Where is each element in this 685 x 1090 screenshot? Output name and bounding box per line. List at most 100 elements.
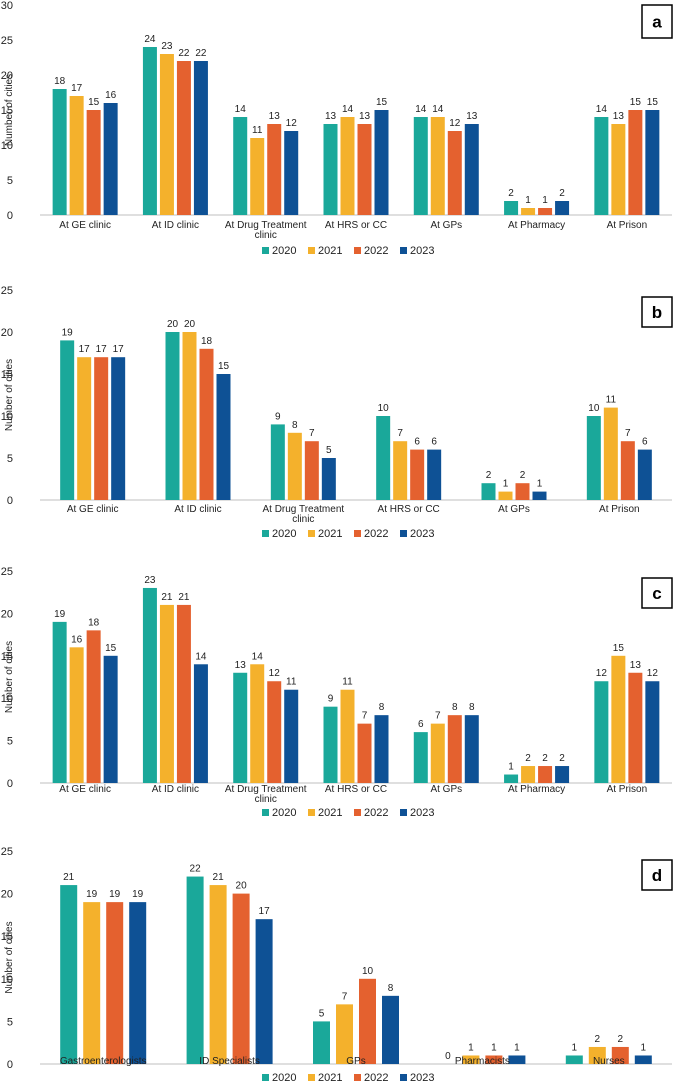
data-label: 16 — [71, 634, 83, 645]
y-tick-label: 10 — [1, 693, 13, 705]
bar-2023 — [645, 110, 660, 215]
bar-2023 — [464, 124, 479, 215]
bar-2022 — [359, 978, 376, 1064]
bar-2023 — [129, 902, 147, 1064]
bar-2022 — [94, 357, 109, 500]
y-axis-title: Number of cities — [4, 641, 15, 713]
data-label: 9 — [328, 694, 334, 705]
data-label: 21 — [63, 872, 75, 883]
bar-2020 — [413, 732, 428, 783]
data-label: 1 — [491, 1042, 497, 1053]
data-label: 13 — [359, 111, 371, 122]
legend-label: 2020 — [272, 245, 296, 257]
y-tick-label: 10 — [1, 140, 13, 152]
data-label: 6 — [414, 437, 420, 448]
data-label: 12 — [286, 118, 298, 129]
y-tick-label: 5 — [7, 175, 13, 187]
bar-2021 — [611, 655, 626, 783]
bar-2020 — [186, 876, 204, 1064]
bar-2021 — [603, 407, 618, 500]
data-label: 1 — [641, 1042, 647, 1053]
category-label: At ID clinic — [174, 504, 221, 515]
data-label: 11 — [286, 677, 297, 688]
data-label: 7 — [309, 428, 315, 439]
bar-2022 — [515, 483, 530, 500]
category-label: At GPs — [498, 504, 530, 515]
data-label: 2 — [486, 470, 492, 481]
data-label: 15 — [88, 97, 100, 108]
bar-2023 — [382, 995, 399, 1064]
bar-2023 — [374, 110, 389, 215]
category-label: At GE clinic — [59, 220, 111, 231]
y-tick-label: 20 — [1, 70, 13, 82]
data-label: 17 — [113, 344, 125, 355]
bar-2023 — [193, 664, 208, 783]
bar-2022 — [410, 449, 425, 500]
bar-2021 — [462, 1055, 480, 1064]
bar-2021 — [250, 138, 265, 215]
data-label: 22 — [178, 48, 190, 59]
bar-2020 — [565, 1055, 583, 1064]
data-label: 7 — [435, 711, 441, 722]
bar-2023 — [634, 1055, 652, 1064]
data-label: 12 — [647, 668, 659, 679]
bar-2021 — [521, 766, 536, 783]
category-label: At GE clinic — [59, 784, 111, 795]
data-label: 14 — [432, 104, 444, 115]
data-label: 23 — [161, 41, 173, 52]
y-tick-label: 0 — [7, 778, 13, 790]
data-label: 19 — [86, 889, 98, 900]
bar-2020 — [233, 672, 248, 783]
data-label: 2 — [559, 188, 565, 199]
legend-swatch-2020 — [262, 1074, 269, 1081]
data-label: 6 — [418, 719, 424, 730]
bar-2021 — [287, 432, 302, 500]
legend-label: 2021 — [318, 528, 342, 540]
data-label: 15 — [647, 97, 659, 108]
data-label: 13 — [466, 111, 478, 122]
category-label: At Drug Treatment — [225, 784, 307, 795]
data-label: 5 — [319, 1008, 325, 1019]
bar-2023 — [255, 919, 273, 1064]
legend-swatch-2023 — [400, 530, 407, 537]
category-label: ID Specialists — [199, 1056, 260, 1067]
bar-2023 — [464, 715, 479, 783]
data-label: 18 — [54, 76, 66, 87]
bar-2021 — [77, 357, 92, 500]
legend-label: 2023 — [410, 1072, 434, 1084]
bar-2022 — [232, 893, 250, 1064]
data-label: 14 — [342, 104, 354, 115]
legend-label: 2023 — [410, 245, 434, 257]
data-label: 7 — [362, 711, 368, 722]
y-tick-label: 20 — [1, 608, 13, 620]
category-label: At HRS or CC — [325, 220, 387, 231]
data-label: 17 — [79, 344, 91, 355]
data-label: 13 — [269, 111, 281, 122]
data-label: 11 — [252, 125, 263, 136]
bar-2023 — [427, 449, 442, 500]
data-label: 2 — [508, 188, 514, 199]
data-label: 1 — [572, 1042, 578, 1053]
bar-2023 — [555, 766, 570, 783]
bar-2023 — [284, 689, 299, 783]
data-label: 0 — [445, 1051, 451, 1062]
data-label: 20 — [167, 319, 179, 330]
bar-2023 — [508, 1055, 526, 1064]
data-label: 1 — [514, 1042, 520, 1053]
legend-label: 2022 — [364, 1072, 388, 1084]
bar-2020 — [233, 117, 248, 215]
category-label: At Pharmacy — [508, 784, 565, 795]
data-label: 10 — [378, 403, 390, 414]
bar-2020 — [52, 89, 67, 215]
data-label: 14 — [252, 651, 264, 662]
data-label: 21 — [178, 592, 190, 603]
data-label: 21 — [161, 592, 173, 603]
data-label: 9 — [275, 411, 281, 422]
category-label: At ID clinic — [152, 220, 199, 231]
bar-2022 — [267, 681, 282, 783]
data-label: 22 — [195, 48, 207, 59]
bar-2020 — [60, 340, 75, 500]
y-tick-label: 5 — [7, 453, 13, 465]
legend-label: 2022 — [364, 807, 388, 819]
